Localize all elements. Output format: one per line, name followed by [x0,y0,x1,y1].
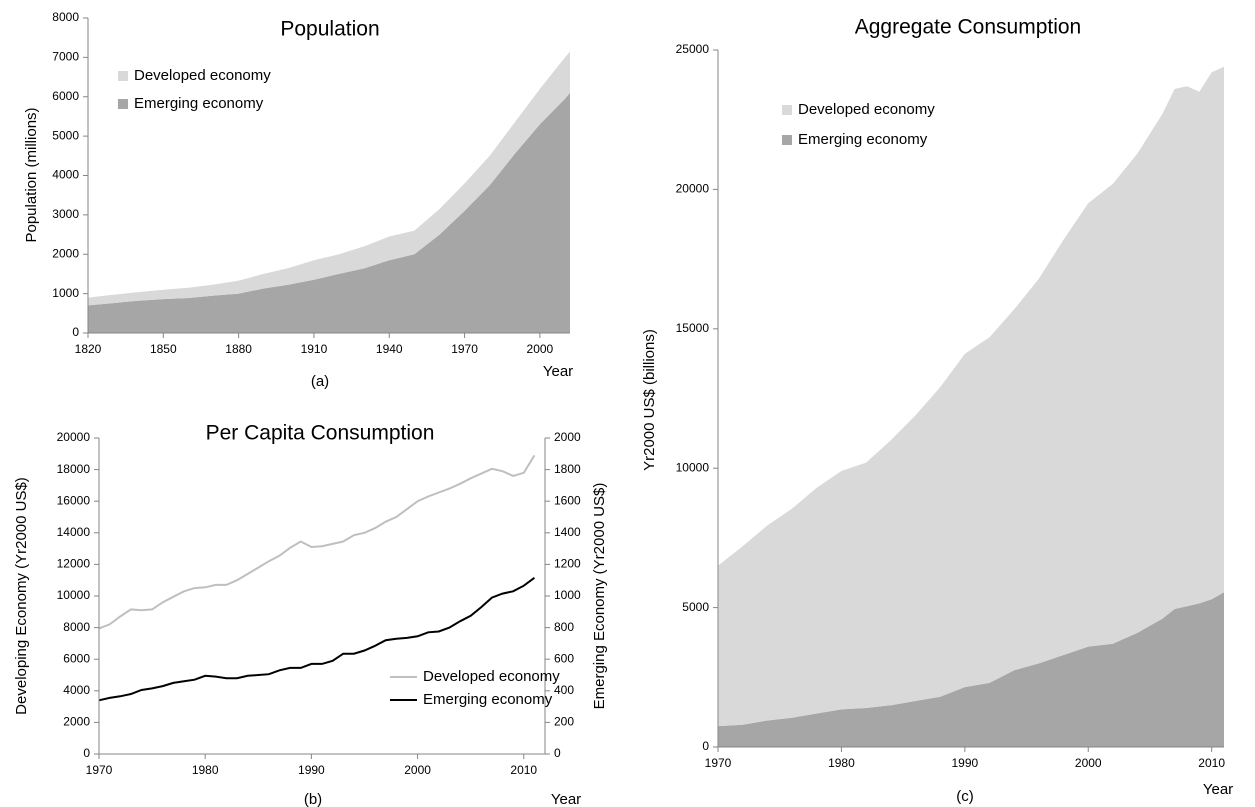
legend-swatch [782,135,792,145]
legend-label: Developed economy [798,101,935,118]
y-axis-label: Developing Economy (Yr2000 US$) [13,477,30,715]
chart-title: Aggregate Consumption [855,16,1081,39]
y-tick-label: 18000 [57,462,91,476]
y2-tick-label: 2000 [554,430,581,444]
x-axis-label: Year [1203,781,1233,798]
y-tick-label: 2000 [63,715,90,729]
legend-label: Developed economy [423,668,560,685]
caption: (c) [956,788,974,805]
x-tick-label: 1990 [298,763,325,777]
x-tick-label: 1970 [86,763,113,777]
line [98,576,535,702]
chart-title: Per Capita Consumption [206,422,435,445]
y-tick-label: 2000 [52,246,79,260]
y-tick-label: 5000 [52,128,79,142]
legend-label: Emerging economy [423,691,553,708]
x-tick-label: 1970 [705,756,732,770]
y-tick-label: 20000 [57,430,91,444]
line [98,454,536,630]
y2-tick-label: 0 [554,746,561,760]
y-tick-label: 0 [83,746,90,760]
y-tick-label: 15000 [676,321,710,335]
y-tick-label: 8000 [52,10,79,24]
y-tick-label: 25000 [676,42,710,56]
x-tick-label: 1850 [150,342,177,356]
x-tick-label: 1980 [828,756,855,770]
y2-axis-label: Emerging Economy (Yr2000 US$) [591,483,608,710]
y2-tick-label: 1200 [554,557,581,571]
y-tick-label: 7000 [52,50,79,64]
y2-tick-label: 1400 [554,525,581,539]
x-tick-label: 1990 [951,756,978,770]
area [88,51,570,306]
x-tick-label: 2000 [404,763,431,777]
y-tick-label: 16000 [57,493,91,507]
x-tick-label: 1880 [225,342,252,356]
legend-label: Emerging economy [134,95,264,112]
x-tick-label: 1820 [75,342,102,356]
y2-tick-label: 600 [554,651,574,665]
legend-label: Emerging economy [798,131,928,148]
y2-tick-label: 200 [554,715,574,729]
x-tick-label: 2000 [1075,756,1102,770]
chart-title: Population [280,18,379,41]
area [718,66,1224,727]
x-tick-label: 2000 [527,342,554,356]
y-tick-label: 0 [72,325,79,339]
y-tick-label: 4000 [52,168,79,182]
x-tick-label: 1980 [192,763,219,777]
y2-tick-label: 400 [554,683,574,697]
y2-tick-label: 800 [554,620,574,634]
y-tick-label: 6000 [52,89,79,103]
x-tick-label: 1940 [376,342,403,356]
x-axis-label: Year [543,363,573,380]
caption: (a) [311,373,329,390]
x-tick-label: 2010 [1198,756,1225,770]
y-tick-label: 5000 [682,600,709,614]
y-tick-label: 1000 [52,286,79,300]
y2-tick-label: 1000 [554,588,581,602]
legend-swatch [118,99,128,109]
y2-tick-label: 1600 [554,493,581,507]
y-axis-label: Yr2000 US$ (billions) [641,329,658,471]
y-tick-label: 0 [702,739,709,753]
y-tick-label: 14000 [57,525,91,539]
y-tick-label: 20000 [676,182,710,196]
y-tick-label: 10000 [676,460,710,474]
caption: (b) [304,791,322,807]
y-axis-label: Population (millions) [23,107,40,242]
legend-swatch [118,71,128,81]
y2-tick-label: 1800 [554,462,581,476]
x-tick-label: 2010 [510,763,537,777]
area [718,592,1224,747]
y-tick-label: 4000 [63,683,90,697]
y-tick-label: 12000 [57,557,91,571]
legend-swatch [782,105,792,115]
y-tick-label: 8000 [63,620,90,634]
x-tick-label: 1910 [301,342,328,356]
y-tick-label: 3000 [52,207,79,221]
x-tick-label: 1970 [451,342,478,356]
x-axis-label: Year [551,791,581,807]
area [88,92,570,333]
legend-label: Developed economy [134,67,271,84]
y-tick-label: 6000 [63,651,90,665]
y-tick-label: 10000 [57,588,91,602]
